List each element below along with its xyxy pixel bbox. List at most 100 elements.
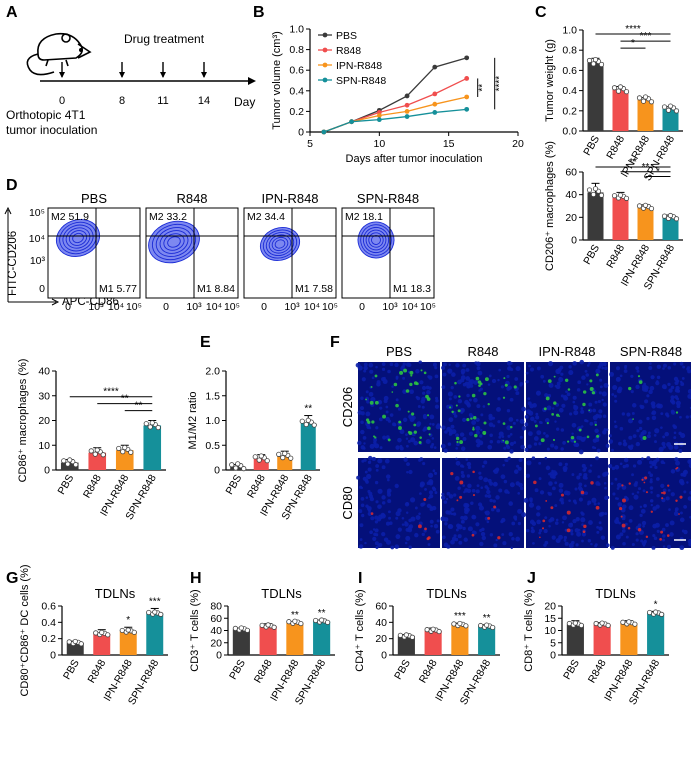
g-y-tick-label: 0.6 — [41, 601, 56, 613]
micro-nucleus — [515, 536, 521, 542]
micro-nucleus — [487, 478, 492, 483]
micro-nucleus — [362, 446, 366, 450]
micro-nucleus — [387, 510, 391, 514]
micro-nucleus — [554, 384, 558, 388]
i-bar-PBS — [397, 636, 415, 655]
micro-marker-signal — [420, 369, 423, 372]
micro-nucleus — [628, 418, 634, 424]
micro-nucleus — [662, 367, 665, 370]
micro-nucleus — [656, 529, 660, 533]
micro-nucleus — [389, 362, 394, 367]
micro-nucleus — [514, 517, 518, 521]
flow-x-tick-label: 10⁵ — [224, 301, 240, 313]
micro-nucleus — [375, 500, 379, 504]
micro-nucleus — [643, 504, 647, 508]
micro-nucleus — [418, 512, 421, 516]
micro-nucleus — [662, 445, 666, 449]
micro-nucleus — [395, 445, 400, 450]
micro-nucleus — [397, 407, 402, 411]
d3-dot-IPN-R848 — [120, 449, 126, 455]
micro-nucleus — [650, 503, 654, 507]
micro-nucleus — [466, 401, 471, 407]
g-sig-IPN-R848: * — [126, 615, 130, 626]
micro-nucleus — [425, 438, 431, 445]
micro-nucleus — [363, 362, 368, 367]
micro-nucleus — [632, 464, 637, 468]
flow-y-tick-label: 10⁵ — [29, 207, 45, 219]
micro-marker-signal — [621, 484, 624, 487]
micro-nucleus — [575, 517, 580, 522]
b-point-IPN-R848 — [404, 109, 410, 114]
d3-y-tick-label: 0 — [44, 465, 50, 477]
micro-nucleus — [460, 446, 466, 451]
e-y-tick-label: 1.5 — [205, 390, 220, 402]
c-y-tick-label: 0.4 — [562, 85, 577, 97]
micro-nucleus — [607, 463, 613, 469]
micro-nucleus — [665, 496, 670, 501]
micro-nucleus — [603, 383, 609, 388]
micro-nucleus — [673, 436, 677, 440]
micro-nucleus — [385, 416, 390, 422]
micro-nucleus — [368, 426, 372, 430]
b-y-tick-label: 0.4 — [289, 85, 304, 97]
micro-marker-signal — [450, 472, 454, 476]
e-dot-PBS — [241, 466, 247, 472]
micro-nucleus — [648, 389, 653, 395]
micro-nucleus — [640, 437, 644, 441]
micro-nucleus — [381, 362, 386, 366]
micro-marker-signal — [591, 391, 596, 395]
micro-nucleus — [430, 524, 433, 528]
i-sig-SPN-R848: ** — [483, 613, 491, 624]
micro-marker-signal — [546, 422, 549, 425]
micro-nucleus — [443, 542, 449, 548]
micro-nucleus — [446, 491, 451, 496]
micro-nucleus — [481, 535, 487, 541]
micro-nucleus — [470, 501, 474, 505]
micro-nucleus — [509, 433, 513, 436]
micro-nucleus — [483, 460, 488, 465]
i-y-label: CD4⁺ T cells (%) — [354, 589, 366, 671]
micro-nucleus — [587, 539, 592, 543]
micro-nucleus — [538, 477, 542, 481]
micro-marker-signal — [473, 415, 477, 420]
i-dot-R848 — [436, 628, 442, 635]
e-dot-IPN-R848 — [282, 450, 288, 457]
micro-nucleus — [498, 368, 502, 372]
micro-marker-signal — [479, 382, 483, 386]
d2-dot-SPN-R848 — [667, 212, 674, 219]
micro-nucleus — [618, 521, 621, 525]
micro-nucleus — [487, 494, 492, 499]
micro-marker-signal — [409, 382, 413, 387]
micro-marker-signal — [413, 381, 418, 385]
micro-nucleus — [369, 369, 374, 374]
micro-nucleus — [377, 504, 382, 509]
micro-nucleus — [488, 374, 492, 378]
micro-nucleus — [475, 430, 480, 435]
micro-nucleus — [644, 385, 648, 389]
timeline-axis-label: Day — [234, 95, 255, 109]
micro-nucleus — [471, 514, 476, 520]
micro-nucleus — [405, 511, 409, 515]
micro-nucleus — [579, 359, 585, 365]
micro-nucleus — [506, 360, 512, 366]
micro-nucleus — [461, 474, 465, 479]
b-series-line-SPN-R848 — [323, 108, 467, 133]
c-y-label: Tumor weight (g) — [544, 39, 556, 122]
micro-nucleus — [549, 473, 555, 479]
micro-nucleus — [597, 482, 601, 486]
micro-nucleus — [584, 484, 587, 488]
micro-nucleus — [422, 385, 427, 390]
micro-marker-signal — [513, 385, 517, 389]
micro-nucleus — [575, 543, 579, 547]
micro-nucleus — [554, 481, 558, 485]
micro-marker-signal — [408, 431, 413, 435]
micro-nucleus — [581, 375, 586, 380]
micro-nucleus — [364, 478, 369, 483]
micro-nucleus — [429, 506, 434, 511]
micro-nucleus — [638, 487, 642, 491]
micro-nucleus — [359, 406, 364, 411]
micro-nucleus — [504, 458, 508, 462]
micro-nucleus — [662, 538, 666, 542]
micro-nucleus — [429, 414, 435, 420]
micro-nucleus — [375, 468, 379, 472]
